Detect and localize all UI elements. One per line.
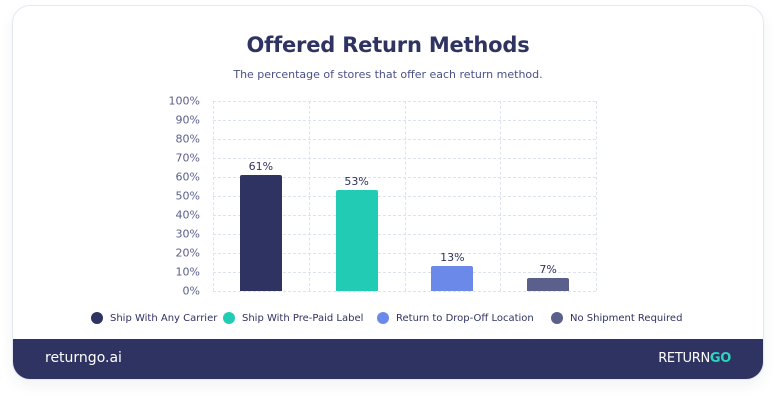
legend-item[interactable]: No Shipment Required bbox=[551, 310, 682, 326]
y-tick-label: 50% bbox=[175, 189, 200, 203]
bar-value-label: 13% bbox=[440, 251, 465, 265]
bar-no-shipment-required[interactable] bbox=[527, 277, 570, 291]
chart-subtitle: The percentage of stores that offer each… bbox=[233, 68, 543, 81]
legend-label: No Shipment Required bbox=[570, 312, 683, 324]
gridline-horizontal bbox=[213, 291, 596, 292]
bar-value-label: 53% bbox=[344, 175, 369, 189]
y-tick-label: 0% bbox=[182, 284, 200, 298]
y-tick-label: 90% bbox=[175, 113, 200, 127]
logo-text-return: RETURN bbox=[658, 351, 710, 366]
returngo-logo: RETURNGO bbox=[658, 351, 731, 366]
footer-site-link[interactable]: returngo.ai bbox=[45, 350, 122, 366]
gridline-vertical bbox=[596, 101, 597, 291]
legend-label: Ship With Any Carrier bbox=[110, 312, 218, 324]
legend-dot-icon bbox=[223, 312, 235, 324]
bar-ship-with-any-carrier[interactable] bbox=[239, 175, 282, 291]
plot-area: 61% 53% 13% 7% bbox=[213, 101, 597, 292]
y-tick-label: 70% bbox=[175, 151, 200, 165]
bar-value-label: 61% bbox=[248, 160, 274, 174]
y-tick-label: 10% bbox=[175, 265, 200, 279]
legend-item[interactable]: Return to Drop-Off Location bbox=[377, 310, 534, 326]
y-tick-label: 100% bbox=[168, 94, 200, 108]
legend-label: Return to Drop-Off Location bbox=[396, 312, 534, 324]
logo-text-go: GO bbox=[709, 351, 731, 366]
y-tick-label: 80% bbox=[175, 132, 200, 146]
y-tick-label: 60% bbox=[175, 170, 200, 184]
legend-label: Ship With Pre-Paid Label bbox=[242, 312, 364, 324]
gridline-vertical bbox=[404, 101, 406, 291]
bar-value-label: 7% bbox=[539, 262, 557, 276]
chart-legend: Ship With Any Carrier Ship With Pre-Paid … bbox=[13, 310, 763, 326]
footer-bar: returngo.ai RETURNGO bbox=[13, 339, 763, 379]
legend-item[interactable]: Ship With Any Carrier bbox=[91, 310, 217, 326]
y-tick-label: 40% bbox=[175, 208, 200, 222]
legend-item[interactable]: Ship With Pre-Paid Label bbox=[223, 310, 363, 326]
gridline-vertical bbox=[500, 101, 502, 291]
legend-dot-icon bbox=[377, 312, 389, 324]
bar-ship-with-pre-paid-label[interactable] bbox=[335, 190, 378, 291]
gridline-vertical bbox=[308, 101, 310, 291]
legend-dot-icon bbox=[91, 312, 103, 324]
legend-dot-icon bbox=[551, 312, 563, 324]
bar-return-to-drop-off-location[interactable] bbox=[431, 266, 474, 291]
y-tick-label: 30% bbox=[175, 227, 200, 241]
gridline-vertical bbox=[213, 101, 214, 291]
y-tick-label: 20% bbox=[175, 246, 200, 260]
chart-card: Offered Return Methods The percentage of… bbox=[12, 5, 764, 380]
chart-title: Offered Return Methods bbox=[246, 33, 530, 57]
